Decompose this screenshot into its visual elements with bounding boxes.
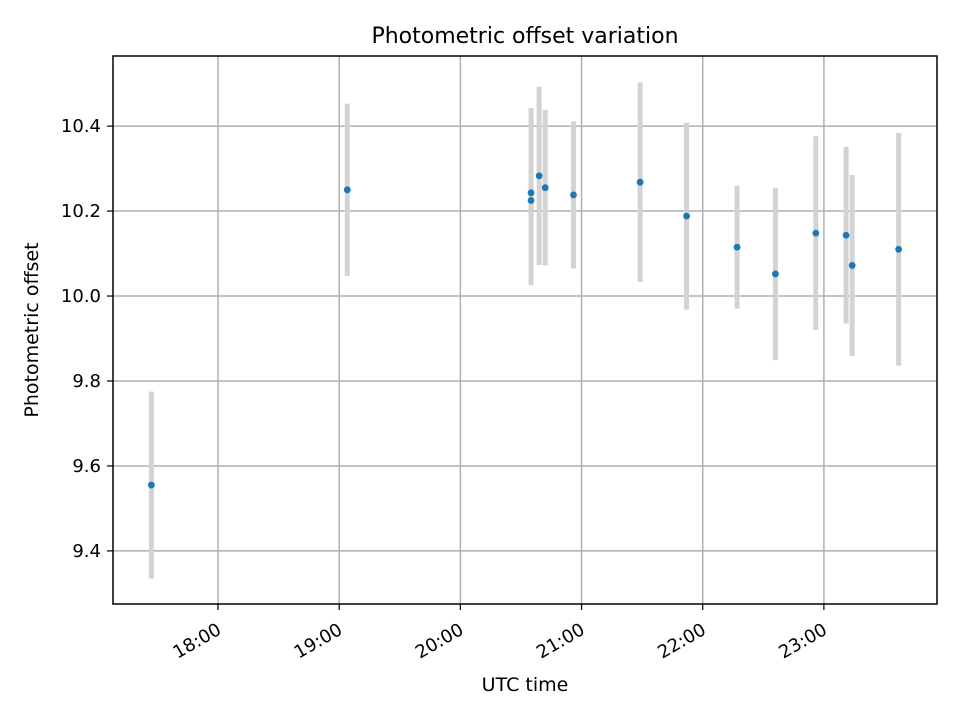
x-tick-label: 20:00 xyxy=(412,619,467,663)
data-point xyxy=(147,481,155,489)
x-tick-label: 21:00 xyxy=(533,619,588,663)
data-point xyxy=(527,197,535,204)
y-tick-label: 10.2 xyxy=(61,201,101,222)
data-point xyxy=(772,270,779,278)
data-point xyxy=(527,189,535,197)
data-points xyxy=(147,172,903,489)
y-tick-label: 10.4 xyxy=(61,116,101,137)
data-point xyxy=(535,172,543,180)
data-point xyxy=(895,245,903,253)
data-point xyxy=(842,231,850,239)
y-tick-label: 10.0 xyxy=(61,286,101,307)
grid-lines xyxy=(113,56,937,604)
data-point xyxy=(812,229,820,237)
x-tick-label: 22:00 xyxy=(654,619,709,663)
y-axis-ticks: 9.4 9.6 9.8 10.0 10.2 10.4 xyxy=(61,116,113,562)
x-tick-label: 18:00 xyxy=(169,619,224,663)
x-tick-label: 23:00 xyxy=(775,619,830,663)
plot-frame xyxy=(112,55,938,605)
data-point xyxy=(541,184,549,192)
y-axis-label: Photometric offset xyxy=(21,242,43,417)
y-tick-label: 9.4 xyxy=(72,541,101,562)
data-point xyxy=(343,186,351,194)
data-point xyxy=(733,243,741,251)
x-axis-label: UTC time xyxy=(482,674,569,696)
error-bars xyxy=(148,82,902,579)
data-point xyxy=(636,178,644,186)
data-point xyxy=(683,212,690,220)
y-tick-label: 9.6 xyxy=(72,456,101,477)
x-tick-label: 19:00 xyxy=(291,619,346,663)
x-axis-ticks: 18:00 19:00 20:00 21:00 22:00 23:00 xyxy=(169,604,831,663)
data-point xyxy=(848,262,856,269)
y-tick-label: 9.8 xyxy=(72,371,101,392)
chart-title: Photometric offset variation xyxy=(371,24,678,49)
data-point xyxy=(570,191,577,199)
